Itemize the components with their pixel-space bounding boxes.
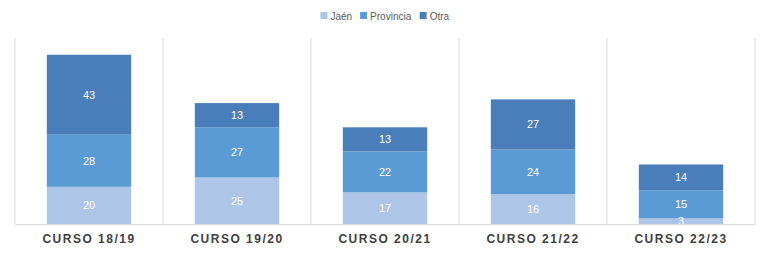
legend-label: Provincia bbox=[370, 11, 412, 22]
legend-item: Jaén bbox=[320, 11, 352, 22]
data-label: 3 bbox=[678, 215, 684, 227]
data-label: 43 bbox=[83, 89, 95, 101]
bar-segment bbox=[343, 127, 427, 151]
bar-segment bbox=[491, 99, 575, 149]
x-tick-label: CURSO 21/22 bbox=[486, 232, 579, 246]
data-label: 28 bbox=[83, 155, 95, 167]
x-tick-label: CURSO 22/23 bbox=[634, 232, 727, 246]
data-label: 15 bbox=[675, 198, 687, 210]
separator bbox=[607, 38, 608, 224]
bar-segment bbox=[195, 103, 279, 127]
data-label: 14 bbox=[675, 171, 687, 183]
bar-segment bbox=[639, 164, 723, 190]
x-tick: CURSO 20/21 bbox=[338, 224, 431, 246]
separator bbox=[163, 38, 164, 224]
separator bbox=[311, 38, 312, 224]
separators bbox=[15, 38, 755, 224]
bars bbox=[47, 55, 723, 224]
legend-label: Jaén bbox=[330, 11, 352, 22]
bar-segment bbox=[343, 192, 427, 224]
legend-swatch bbox=[320, 12, 327, 19]
separator bbox=[459, 38, 460, 224]
data-labels: 20 28 43 25 27 13 17 22 13 16 24 27 3 15 14 bbox=[83, 89, 687, 227]
data-label: 24 bbox=[527, 166, 539, 178]
bar-segment bbox=[195, 127, 279, 177]
x-tick-label: CURSO 19/20 bbox=[190, 232, 283, 246]
legend-swatch bbox=[420, 12, 427, 19]
legend: Jaén Provincia Otra bbox=[320, 11, 449, 22]
bar-segment bbox=[47, 135, 131, 187]
legend-label: Otra bbox=[430, 11, 450, 22]
x-tick: CURSO 19/20 bbox=[190, 224, 283, 246]
bar-segment bbox=[491, 194, 575, 224]
bar-segment bbox=[47, 187, 131, 224]
x-axis: CURSO 18/19 CURSO 19/20 CURSO 20/21 CURSO 2… bbox=[16, 224, 756, 246]
data-label: 20 bbox=[83, 199, 95, 211]
x-tick-label: CURSO 20/21 bbox=[338, 232, 431, 246]
data-label: 22 bbox=[379, 166, 391, 178]
x-tick: CURSO 22/23 bbox=[634, 224, 727, 246]
legend-swatch bbox=[360, 12, 367, 19]
bar-segment bbox=[195, 178, 279, 225]
bar-segment bbox=[491, 150, 575, 195]
x-tick: CURSO 21/22 bbox=[486, 224, 579, 246]
separator bbox=[15, 38, 16, 224]
x-tick-label: CURSO 18/19 bbox=[42, 232, 135, 246]
separator bbox=[755, 38, 756, 224]
chart: 20 28 43 25 27 13 17 22 13 16 24 27 3 15 14 CURSO 18/19… bbox=[0, 0, 770, 256]
data-label: 27 bbox=[527, 118, 539, 130]
data-label: 13 bbox=[379, 133, 391, 145]
legend-item: Provincia bbox=[360, 11, 412, 22]
data-label: 27 bbox=[231, 146, 243, 158]
data-label: 13 bbox=[231, 109, 243, 121]
data-label: 16 bbox=[527, 203, 539, 215]
bar-segment bbox=[47, 55, 131, 135]
legend-item: Otra bbox=[420, 11, 450, 22]
x-axis-line bbox=[16, 224, 756, 225]
data-label: 17 bbox=[379, 202, 391, 214]
x-tick: CURSO 18/19 bbox=[42, 224, 135, 246]
bar-segment bbox=[343, 151, 427, 192]
data-label: 25 bbox=[231, 195, 243, 207]
